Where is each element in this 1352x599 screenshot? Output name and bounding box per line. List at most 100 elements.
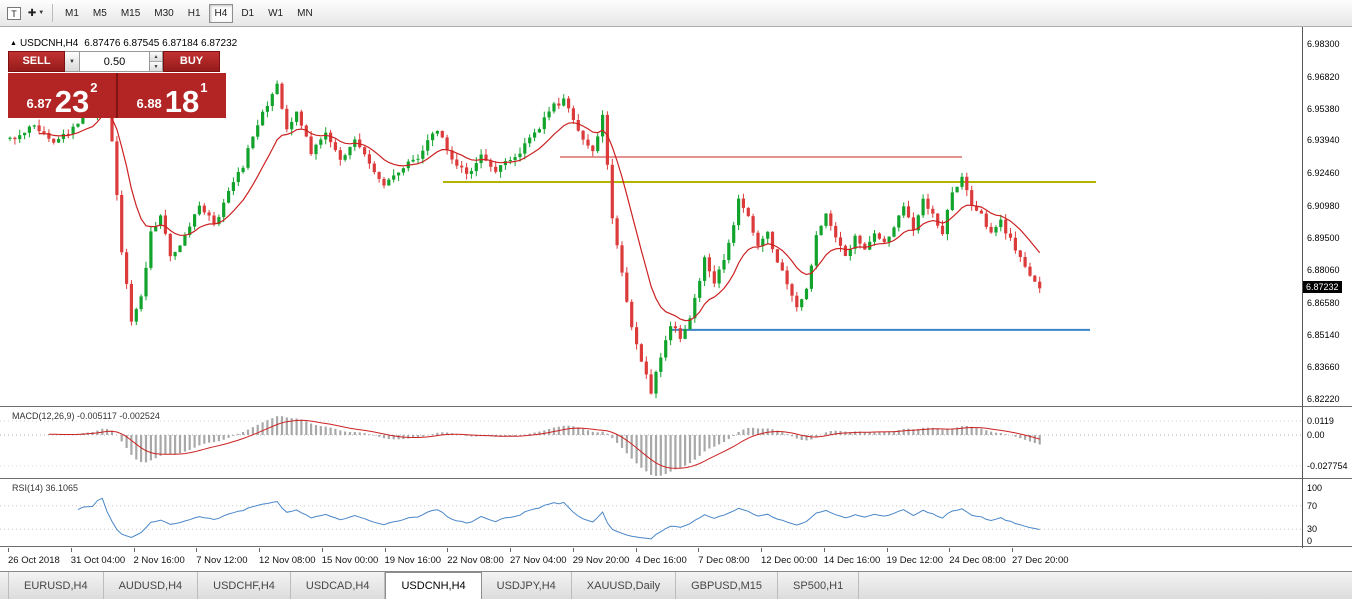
volume-spinner: ▲ ▼ <box>150 51 163 72</box>
time-tick <box>1012 548 1013 552</box>
time-tick <box>635 548 637 552</box>
sell-price-superscript: 2 <box>90 80 98 95</box>
timeframe-h4[interactable]: H4 <box>208 3 234 23</box>
price-scale-divider <box>1302 27 1303 548</box>
time-tick <box>133 548 135 552</box>
buy-price-superscript: 1 <box>200 80 208 95</box>
time-tick <box>8 548 9 552</box>
time-axis-label: 27 Dec 20:00 <box>1012 555 1069 566</box>
time-axis[interactable]: 26 Oct 2018 31 Oct 04:00 2 Nov 16:00 7 Nov … <box>0 548 1352 572</box>
symbol-tab-usdjpy[interactable]: USDJPY,H4 <box>482 572 572 599</box>
top-toolbar: T ✚ ▼ M1 M5 M15 M30 H1 H4 D1 W1 MN <box>0 0 1352 27</box>
symbol-tab-bar: EURUSD,H4 AUDUSD,H4 USDCHF,H4 USDCAD,H4 USDC… <box>0 572 1352 599</box>
chart-symbol-timeframe: USDCNH,H4 <box>19 38 79 49</box>
volume-decrease-button[interactable]: ▼ <box>150 61 162 71</box>
time-axis-label: 7 Nov 12:00 <box>196 555 248 566</box>
price-scale-label: 6.89500 <box>1307 233 1340 244</box>
price-scale-label: 6.88060 <box>1307 265 1340 276</box>
chart-marker-icon: ▲ <box>10 40 17 47</box>
rsi-pane: RSI(14) 36.1065 100 70 30 0 <box>0 480 1352 547</box>
volume-increase-button[interactable]: ▲ <box>150 52 162 61</box>
rsi-scale-label: 100 <box>1307 483 1323 493</box>
rsi-chart-canvas[interactable] <box>0 480 1302 547</box>
sell-price-big: 23 <box>54 83 90 119</box>
time-tick <box>572 548 574 552</box>
macd-scale-zero: 0.00 <box>1307 430 1325 440</box>
symbol-tab-usdchf[interactable]: USDCHF,H4 <box>198 572 291 599</box>
toolbar-separator <box>52 4 53 22</box>
macd-scale-top: 0.0119 <box>1307 416 1334 426</box>
current-price-badge: 6.87232 <box>1303 281 1342 294</box>
price-scale-label: 6.83660 <box>1307 362 1340 373</box>
price-scale-label: 6.93940 <box>1307 135 1340 146</box>
macd-scale-bottom: -0.027754 <box>1307 461 1348 471</box>
timeframe-mn[interactable]: MN <box>297 7 313 19</box>
sell-price-head: 6.87 <box>26 96 52 111</box>
time-axis-label: 22 Nov 08:00 <box>447 555 504 566</box>
macd-chart-canvas[interactable] <box>0 408 1302 479</box>
rsi-scale-label: 0 <box>1307 536 1313 546</box>
timeframe-m1[interactable]: M1 <box>65 7 79 19</box>
time-tick <box>949 548 951 552</box>
symbol-tab-eurusd[interactable]: EURUSD,H4 <box>8 572 104 599</box>
time-axis-label: 29 Nov 20:00 <box>572 555 630 566</box>
time-axis-label: 7 Dec 08:00 <box>698 555 750 566</box>
volume-input[interactable] <box>80 51 150 72</box>
time-tick <box>196 548 198 552</box>
price-scale-label: 6.98300 <box>1307 39 1340 49</box>
timeframe-w1[interactable]: W1 <box>268 7 284 19</box>
buy-price-head: 6.88 <box>136 96 162 111</box>
time-tick <box>886 548 888 552</box>
symbol-tab-gbpusd[interactable]: GBPUSD,M15 <box>676 572 779 599</box>
symbol-tab-sp500[interactable]: SP500,H1 <box>778 572 860 599</box>
time-tick <box>823 548 825 552</box>
price-scale-label: 6.86580 <box>1307 297 1340 308</box>
rsi-indicator-label: RSI(14) 36.1065 <box>12 483 79 493</box>
macd-pane: MACD(12,26,9) -0.005117 -0.002524 0.0119… <box>0 408 1352 479</box>
crosshair-icon: ✚ <box>27 7 37 19</box>
timeframe-m15[interactable]: M15 <box>120 7 141 19</box>
main-chart-pane: ▲ USDCNH,H4 6.87476 6.87545 6.87184 6.8723… <box>0 27 1352 407</box>
time-axis-label: 24 Dec 08:00 <box>949 555 1006 566</box>
time-axis-label: 14 Dec 16:00 <box>823 555 881 566</box>
time-tick <box>70 548 72 552</box>
macd-indicator-label: MACD(12,26,9) -0.005117 -0.002524 <box>12 411 160 421</box>
price-scale-label: 6.95380 <box>1307 103 1340 114</box>
timeframe-h1[interactable]: H1 <box>187 7 201 19</box>
timeframe-d1[interactable]: D1 <box>241 7 255 19</box>
time-axis-label: 15 Nov 00:00 <box>321 555 379 566</box>
timeframe-m5[interactable]: M5 <box>92 7 107 19</box>
chart-window-glyph: T <box>7 6 21 20</box>
chart-window-icon[interactable]: T <box>4 3 24 23</box>
time-axis-label: 12 Dec 00:00 <box>761 555 818 566</box>
time-tick <box>761 548 762 552</box>
time-tick <box>384 548 386 552</box>
cursor-tool-button[interactable]: ✚ ▼ <box>26 3 46 23</box>
timeframe-group: M1 M5 M15 M30 H1 H4 D1 W1 MN <box>58 3 320 23</box>
buy-button[interactable]: BUY <box>163 51 220 72</box>
time-tick <box>447 548 449 552</box>
sell-button[interactable]: SELL <box>8 51 65 72</box>
dropdown-caret-icon: ▼ <box>69 58 75 65</box>
time-tick <box>510 548 511 552</box>
volume-dropdown-button[interactable]: ▼ <box>65 51 80 72</box>
sell-price-display[interactable]: 6.87 23 2 <box>8 73 116 118</box>
symbol-tab-usdcnh[interactable]: USDCNH,H4 <box>385 572 482 599</box>
symbol-tab-usdcad[interactable]: USDCAD,H4 <box>291 572 386 599</box>
buy-price-display[interactable]: 6.88 18 1 <box>118 73 226 118</box>
one-click-trade-panel: SELL ▼ ▲ ▼ BUY 6.87 23 2 6.88 <box>8 51 226 118</box>
time-tick <box>321 548 323 552</box>
dropdown-caret-icon: ▼ <box>38 10 45 16</box>
buy-price-big: 18 <box>164 83 200 119</box>
time-axis-label: 19 Nov 16:00 <box>384 555 442 566</box>
symbol-tab-xauusd[interactable]: XAUUSD,Daily <box>572 572 677 599</box>
symbol-tab-audusd[interactable]: AUDUSD,H4 <box>104 572 199 599</box>
price-scale-label: 6.85140 <box>1307 329 1340 340</box>
timeframe-m30[interactable]: M30 <box>154 7 174 19</box>
price-scale-label: 6.96820 <box>1307 71 1340 82</box>
time-axis-label: 26 Oct 2018 <box>8 555 60 566</box>
time-axis-label: 19 Dec 12:00 <box>886 555 944 566</box>
time-axis-label: 2 Nov 16:00 <box>133 555 185 566</box>
main-chart-canvas[interactable] <box>0 27 1302 407</box>
